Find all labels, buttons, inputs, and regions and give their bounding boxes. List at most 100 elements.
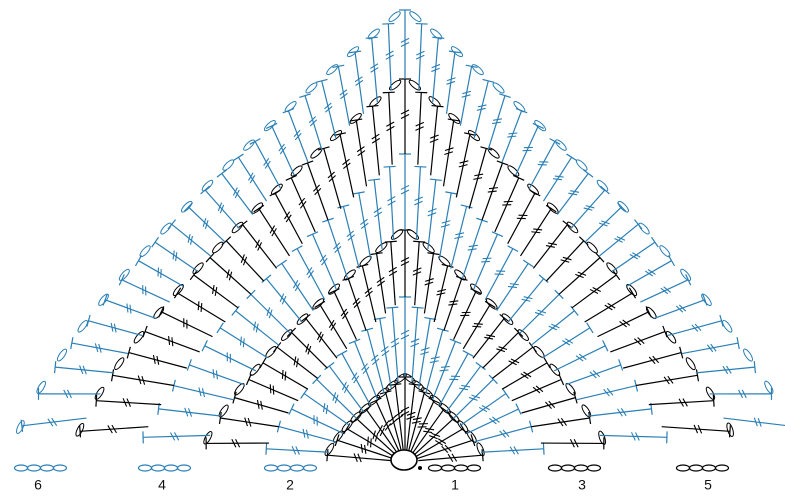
chain xyxy=(438,255,451,267)
chain xyxy=(428,96,441,108)
stitch-top xyxy=(586,322,594,334)
stitch-tick xyxy=(279,293,285,302)
base-chain xyxy=(547,464,563,472)
stitch-top xyxy=(595,252,605,263)
stitch-tick xyxy=(234,189,240,199)
stitch-top xyxy=(379,390,392,395)
stitch-top xyxy=(348,338,361,345)
stitch-top xyxy=(499,313,510,323)
stitch-top xyxy=(336,350,348,357)
stitch-tick xyxy=(437,288,447,293)
chain xyxy=(290,165,303,177)
stitch-tick xyxy=(318,333,324,343)
stitch-tick xyxy=(212,369,215,379)
stitch-tick xyxy=(589,288,599,294)
stitch-tick xyxy=(372,358,380,366)
chain xyxy=(476,442,485,457)
chain xyxy=(527,183,539,195)
stitch-tick xyxy=(374,211,383,218)
chain xyxy=(581,404,592,418)
stitch-tick xyxy=(710,343,717,352)
stitch-tick xyxy=(386,125,395,132)
base-chain xyxy=(137,464,153,472)
stitch-tick xyxy=(578,353,587,360)
chain xyxy=(222,159,235,171)
stitch-tick xyxy=(395,414,404,421)
stitch-tick xyxy=(328,175,336,182)
chain xyxy=(56,348,68,362)
stitch-tick xyxy=(171,337,174,347)
stitch-tick xyxy=(523,371,532,378)
stitch-tick xyxy=(412,267,422,272)
stitch-tick xyxy=(308,116,317,124)
stitch-tick xyxy=(430,356,440,360)
stitch-tick xyxy=(545,401,552,409)
base-chain xyxy=(150,464,166,472)
stitch-tick xyxy=(360,443,364,453)
chain xyxy=(485,298,498,310)
chain xyxy=(271,183,283,195)
stitch-top xyxy=(522,259,534,268)
stitch-tick xyxy=(247,417,252,427)
stitch-tick xyxy=(400,261,410,266)
stitch-top xyxy=(414,165,427,168)
stitch-tick xyxy=(568,192,578,196)
stitch-tick xyxy=(507,135,517,138)
stitch-tick xyxy=(459,387,469,391)
chain xyxy=(212,241,224,254)
stitch-top xyxy=(306,231,319,238)
stitch-top xyxy=(507,245,519,253)
stitch-top xyxy=(370,397,382,404)
stitch-top xyxy=(312,374,322,385)
stitch-tick xyxy=(126,398,131,407)
stitch-tick xyxy=(585,205,595,209)
stitch-tick xyxy=(431,67,440,73)
chain xyxy=(586,241,598,254)
stitch-top xyxy=(427,252,440,256)
stitch-tick xyxy=(175,252,178,262)
stitch-tick xyxy=(487,190,497,193)
stitch-tick xyxy=(400,184,410,190)
stitch-top xyxy=(476,217,488,223)
stitch-tick xyxy=(569,438,575,448)
chain xyxy=(565,382,576,396)
chain xyxy=(549,363,561,376)
stitch-top xyxy=(538,274,549,283)
stitch-tick xyxy=(343,384,349,394)
stitch-tick xyxy=(446,80,456,85)
chain xyxy=(343,269,356,281)
chain xyxy=(394,373,407,384)
stitch-tick xyxy=(294,282,301,292)
stitch-tick xyxy=(219,204,225,214)
chain xyxy=(705,386,716,400)
chain xyxy=(409,11,422,23)
stitch-tick xyxy=(340,92,348,100)
stitch-tick xyxy=(322,403,326,413)
stitch-top xyxy=(736,337,740,350)
stitch-top xyxy=(460,204,473,209)
stitch-tick xyxy=(66,389,72,399)
stitch-tick xyxy=(334,245,342,254)
stitch-top xyxy=(265,442,268,455)
stitch-top xyxy=(429,178,442,182)
stitch-tick xyxy=(635,432,640,441)
stitch-top xyxy=(668,255,676,267)
stitch-tick xyxy=(141,375,146,385)
chain xyxy=(359,402,371,414)
stitch-tick xyxy=(675,305,684,313)
stitch-tick xyxy=(523,296,533,300)
stitch-tick xyxy=(387,196,396,202)
row-label: 6 xyxy=(34,477,42,493)
stitch-tick xyxy=(560,417,567,426)
stitch-tick xyxy=(255,239,260,249)
chain xyxy=(513,101,526,113)
chain xyxy=(406,229,420,240)
chain xyxy=(430,28,443,40)
stitch-tick xyxy=(342,311,349,320)
stitch-tick xyxy=(706,344,714,353)
chain xyxy=(118,268,130,281)
stitch-tick xyxy=(425,427,435,431)
stitch-tick xyxy=(414,200,423,206)
stitch-tick xyxy=(548,325,558,331)
stitch-tick xyxy=(551,323,560,329)
